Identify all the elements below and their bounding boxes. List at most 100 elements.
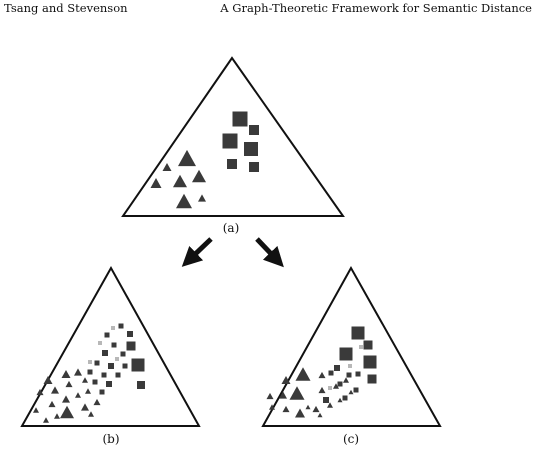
- faint-square-marker: [348, 364, 352, 368]
- panel-a-markers: [150, 111, 259, 209]
- caption-a: (a): [222, 221, 240, 235]
- square-marker: [126, 341, 136, 351]
- square-marker: [363, 340, 373, 350]
- square-marker: [227, 159, 237, 169]
- triangle-frame-a: [121, 56, 345, 217]
- triangle-marker: [36, 388, 44, 396]
- triangle-frame-c: [261, 265, 442, 427]
- triangle-marker: [65, 380, 73, 388]
- square-marker: [111, 342, 117, 348]
- square-marker: [334, 365, 340, 371]
- square-marker: [244, 142, 258, 156]
- square-marker: [131, 358, 145, 372]
- caption-c: (c): [342, 432, 360, 446]
- triangle-marker: [266, 392, 274, 400]
- running-header: Tsang and Stevenson A Graph-Theoretic Fr…: [0, 0, 536, 16]
- square-marker: [118, 323, 124, 329]
- square-marker: [137, 381, 145, 389]
- square-marker: [104, 332, 110, 338]
- triangle-marker: [327, 402, 333, 408]
- panel-c-markers: [266, 326, 377, 418]
- triangle-marker: [333, 383, 339, 389]
- square-marker: [323, 397, 329, 403]
- square-marker: [122, 363, 128, 369]
- header-title: A Graph-Theoretic Framework for Semantic…: [220, 1, 532, 15]
- triangle-marker: [33, 407, 39, 413]
- arrow-left: [181, 237, 213, 267]
- triangle-marker: [295, 367, 311, 381]
- triangle-marker: [75, 392, 81, 398]
- square-marker: [102, 350, 108, 356]
- square-marker: [127, 331, 133, 337]
- square-marker: [108, 363, 114, 369]
- triangle-frame-b: [20, 265, 201, 427]
- panel-a: [121, 56, 345, 217]
- square-marker: [337, 381, 343, 387]
- triangle-marker: [318, 371, 326, 379]
- square-marker: [353, 387, 359, 393]
- triangle-marker: [318, 386, 326, 394]
- triangle-marker: [162, 162, 172, 172]
- square-marker: [351, 326, 365, 340]
- square-marker: [339, 347, 353, 361]
- panel-b: [20, 265, 201, 427]
- triangle-marker: [43, 375, 53, 385]
- triangle-marker: [85, 388, 91, 394]
- square-marker: [342, 395, 348, 401]
- triangle-marker: [43, 417, 49, 423]
- triangle-marker: [343, 377, 349, 383]
- triangle-marker: [54, 413, 60, 419]
- triangle-marker: [150, 178, 162, 188]
- square-marker: [92, 379, 98, 385]
- triangle-marker: [295, 408, 305, 418]
- triangle-marker: [337, 397, 343, 403]
- triangle-marker: [198, 194, 206, 202]
- square-marker: [346, 372, 352, 378]
- triangle-marker: [74, 368, 82, 376]
- triangle-marker: [192, 169, 206, 183]
- square-marker: [87, 369, 93, 375]
- arrow-right: [255, 237, 284, 268]
- faint-square-marker: [115, 357, 119, 361]
- triangle-marker: [312, 405, 320, 413]
- header-authors: Tsang and Stevenson: [4, 1, 128, 15]
- triangle-marker: [282, 405, 290, 413]
- faint-square-marker: [328, 386, 332, 390]
- triangle-marker: [81, 403, 89, 411]
- square-marker: [328, 370, 334, 376]
- faint-square-marker: [111, 326, 115, 330]
- faint-square-marker: [98, 341, 102, 345]
- triangle-marker: [93, 398, 101, 406]
- triangle-marker: [178, 149, 196, 167]
- triangle-marker: [62, 395, 70, 403]
- square-marker: [355, 371, 361, 377]
- faint-square-marker: [359, 345, 363, 349]
- triangle-marker: [305, 404, 311, 410]
- triangle-marker: [281, 375, 291, 385]
- faint-square-marker: [88, 360, 92, 364]
- square-marker: [106, 381, 112, 387]
- triangle-marker: [289, 386, 305, 400]
- square-marker: [94, 360, 100, 366]
- triangle-marker: [269, 404, 275, 410]
- square-marker: [101, 372, 107, 378]
- square-marker: [120, 351, 126, 357]
- square-marker: [222, 133, 238, 149]
- square-marker: [367, 374, 377, 384]
- panel-b-markers: [33, 323, 145, 423]
- triangle-marker: [317, 412, 323, 418]
- triangle-marker: [88, 411, 94, 417]
- square-marker: [363, 355, 377, 369]
- triangle-marker: [60, 405, 74, 419]
- square-marker: [232, 111, 248, 127]
- square-marker: [249, 162, 259, 172]
- panel-c: [261, 265, 442, 427]
- triangle-marker: [61, 369, 71, 379]
- triangle-marker: [348, 389, 354, 395]
- triangle-marker: [176, 193, 192, 209]
- square-marker: [249, 125, 259, 135]
- triangle-marker: [51, 386, 59, 394]
- triangle-marker: [82, 377, 88, 383]
- caption-b: (b): [102, 432, 120, 446]
